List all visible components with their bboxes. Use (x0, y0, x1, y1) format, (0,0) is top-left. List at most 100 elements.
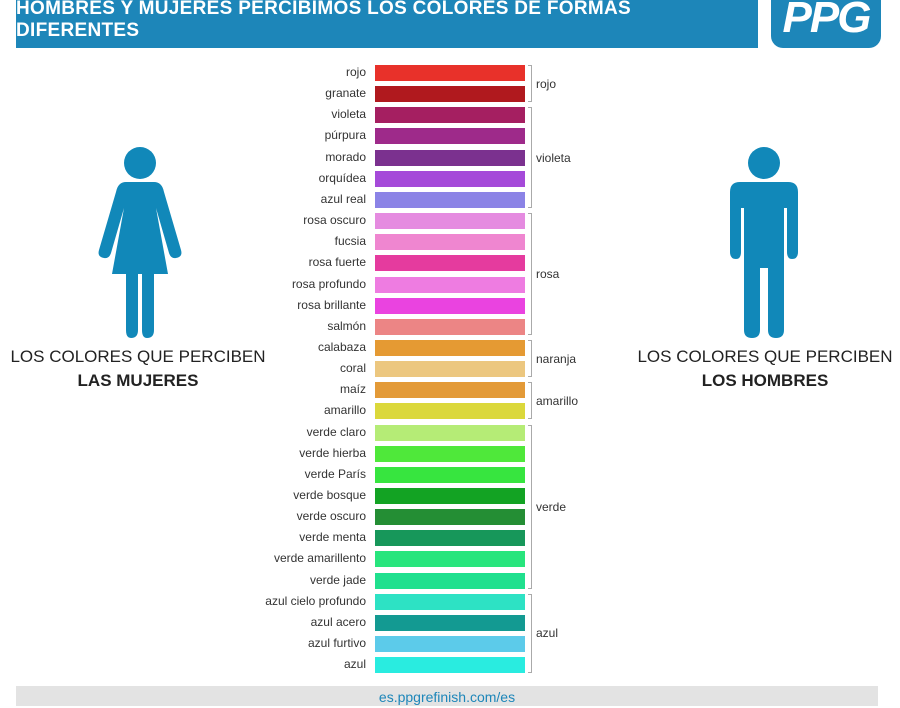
color-swatch (375, 361, 525, 378)
color-row: verde amarillento (0, 550, 900, 568)
group-bracket (528, 339, 532, 378)
color-swatch (375, 636, 525, 653)
color-row: verde oscuro (0, 508, 900, 526)
color-swatch (375, 339, 525, 356)
color-swatch (375, 65, 525, 81)
color-row: púrpura (0, 127, 900, 145)
color-name: salmón (327, 318, 366, 333)
color-name: azul cielo profundo (265, 593, 366, 608)
color-name: verde menta (299, 530, 366, 545)
color-name: verde amarillento (273, 551, 366, 566)
men-caption-line2: LOS HOMBRES (701, 371, 829, 390)
color-row: azul furtivo (0, 635, 900, 653)
color-name: púrpura (324, 128, 366, 143)
group-bracket (528, 107, 532, 208)
footer-bar: es.ppgrefinish.com/es (16, 686, 878, 706)
color-row: amarillo (0, 402, 900, 420)
color-name: orquídea (318, 170, 366, 185)
color-swatch (375, 149, 525, 166)
color-name: rosa profundo (291, 276, 366, 291)
color-name: rosa brillante (297, 297, 366, 312)
color-row: rosa fuerte (0, 254, 900, 272)
woman-icon (98, 147, 182, 338)
man-icon (730, 147, 798, 338)
color-row: verde menta (0, 529, 900, 547)
group-bracket (528, 382, 532, 420)
color-swatch (375, 488, 525, 504)
group-bracket (528, 65, 532, 103)
color-name: granate (325, 86, 366, 101)
color-swatch (375, 255, 525, 272)
women-caption-line1: LOS COLORES QUE PERCIBEN (10, 347, 266, 366)
color-swatch (375, 530, 525, 547)
color-name: verde jade (309, 572, 366, 587)
color-swatch (375, 170, 525, 187)
group-bracket (528, 213, 532, 335)
color-name: amarillo (323, 403, 366, 418)
logo-text: PPG (782, 0, 872, 42)
footer-link[interactable]: es.ppgrefinish.com/es (378, 689, 516, 705)
group-label: violeta (536, 150, 571, 165)
ppg-logo[interactable]: PPG (771, 0, 881, 48)
color-row: rojo (0, 64, 900, 82)
color-row: fucsia (0, 233, 900, 251)
color-name: verde hierba (299, 445, 366, 460)
color-row: azul real (0, 191, 900, 209)
group-label: amarillo (536, 393, 579, 408)
color-row: rosa profundo (0, 276, 900, 294)
group-label: rojo (536, 76, 557, 91)
color-name: calabaza (317, 339, 366, 354)
color-name: azul real (320, 191, 366, 206)
group-label: rosa (536, 266, 560, 281)
color-name: violeta (331, 107, 366, 122)
women-caption-line2: LAS MUJERES (77, 371, 199, 390)
women-caption: LOS COLORES QUE PERCIBEN LAS MUJERES (0, 345, 276, 393)
color-row: azul acero (0, 614, 900, 632)
color-row: verde hierba (0, 445, 900, 463)
color-name: verde claro (306, 424, 366, 439)
header-banner: HOMBRES Y MUJERES PERCIBIMOS LOS COLORES… (16, 0, 758, 48)
color-row: verde claro (0, 424, 900, 442)
color-swatch (375, 593, 525, 610)
color-row: morado (0, 149, 900, 167)
color-name: rosa fuerte (308, 255, 366, 270)
color-swatch (375, 614, 525, 631)
color-swatch (375, 107, 525, 124)
color-swatch (375, 128, 525, 145)
color-swatch (375, 509, 525, 526)
color-swatch (375, 657, 525, 674)
color-name: azul (343, 657, 366, 672)
color-name: maíz (339, 382, 366, 397)
color-swatch (375, 276, 525, 293)
color-row: coral (0, 360, 900, 378)
color-name: fucsia (334, 234, 366, 249)
color-row: orquídea (0, 170, 900, 188)
color-row: verde bosque (0, 487, 900, 505)
page-title: HOMBRES Y MUJERES PERCIBIMOS LOS COLORES… (16, 0, 631, 41)
color-row: verde París (0, 466, 900, 484)
color-name: rojo (345, 65, 366, 79)
color-swatch (375, 318, 525, 335)
color-name: coral (339, 361, 366, 376)
color-row: maíz (0, 381, 900, 399)
color-swatch (375, 191, 525, 208)
group-label: naranja (536, 351, 577, 366)
color-swatch (375, 445, 525, 462)
color-row: granate (0, 85, 900, 103)
group-bracket (528, 424, 532, 589)
color-row: rosa oscuro (0, 212, 900, 230)
color-name: verde bosque (293, 488, 366, 502)
color-swatch (375, 551, 525, 568)
color-row: verde jade (0, 572, 900, 590)
color-row: salmón (0, 318, 900, 336)
color-row: calabaza (0, 339, 900, 357)
color-name: azul acero (310, 614, 366, 629)
color-name: azul furtivo (307, 636, 366, 651)
color-swatch (375, 297, 525, 314)
group-label: azul (536, 626, 559, 641)
color-swatch (375, 466, 525, 483)
color-swatch (375, 213, 525, 230)
color-name: rosa oscuro (303, 213, 366, 228)
color-row: azul (0, 656, 900, 674)
color-swatch (375, 424, 525, 441)
